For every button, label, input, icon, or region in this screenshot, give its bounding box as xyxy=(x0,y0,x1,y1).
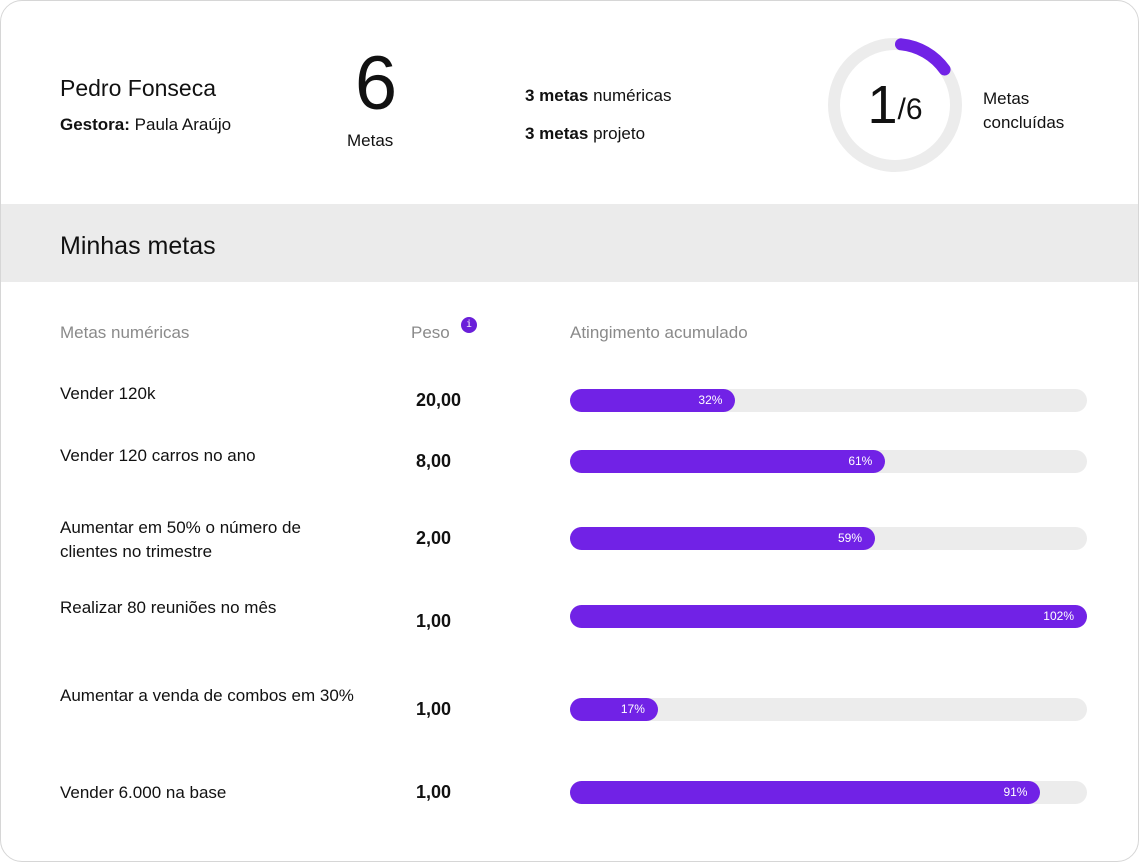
manager-name: Paula Araújo xyxy=(134,115,232,134)
progress-fill: 91% xyxy=(570,781,1041,804)
goal-name: Vender 120k xyxy=(60,384,156,403)
numeric-goals-summary: 3 metas numéricas xyxy=(525,86,671,106)
completion-count: 1/6 xyxy=(827,37,963,173)
completed-label: Metas concluídas xyxy=(983,89,1065,132)
completion-ring xyxy=(828,38,962,172)
progress-bar: 17% xyxy=(570,698,1087,721)
progress-fill: 102% xyxy=(570,605,1087,628)
progress-bar: 102% xyxy=(570,605,1087,628)
goal-weight: 1,00 xyxy=(416,611,452,631)
goal-weight: 2,00 xyxy=(416,528,452,548)
progress-fill: 32% xyxy=(570,389,736,412)
summary-type: projeto xyxy=(593,124,646,143)
goal-weight: 8,00 xyxy=(416,451,452,471)
section-title: Minhas metas xyxy=(60,232,216,260)
column-progress: Atingimento acumulado xyxy=(570,323,748,342)
goal-weight: 1,00 xyxy=(416,782,452,802)
progress-fill: 59% xyxy=(570,527,876,550)
manager-info: Gestora: Paula Araújo xyxy=(60,115,231,135)
manager-label: Gestora: xyxy=(60,115,130,134)
total-goals-count: 6 xyxy=(354,41,398,126)
goal-weight: 1,00 xyxy=(416,699,452,719)
goal-name: Vender 120 carros no ano xyxy=(60,446,256,465)
goal-name: Realizar 80 reuniões no mês xyxy=(60,598,277,617)
progress-fill: 61% xyxy=(570,450,886,473)
completion-arc xyxy=(828,38,962,172)
completed-total: /6 xyxy=(897,93,923,126)
info-icon[interactable]: i xyxy=(461,317,477,333)
summary-count: 3 metas xyxy=(525,86,589,105)
progress-bar: 59% xyxy=(570,527,1087,550)
column-goal: Metas numéricas xyxy=(60,323,190,342)
total-goals-label: Metas xyxy=(347,131,394,150)
progress-fill: 17% xyxy=(570,698,658,721)
progress-bar: 32% xyxy=(570,389,1087,412)
summary-type: numéricas xyxy=(593,86,672,105)
completed-number: 1 xyxy=(867,75,898,135)
goal-name: Vender 6.000 na base xyxy=(60,783,227,802)
progress-bar: 91% xyxy=(570,781,1087,804)
column-weight: Peso xyxy=(411,323,450,342)
summary-count: 3 metas xyxy=(525,124,589,143)
section-header: Minhas metas xyxy=(1,204,1138,282)
progress-bar: 61% xyxy=(570,450,1087,473)
employee-name: Pedro Fonseca xyxy=(60,75,216,101)
goal-name: Aumentar a venda de combos em 30% xyxy=(60,686,354,705)
project-goals-summary: 3 metas projeto xyxy=(525,124,645,144)
goal-name: Aumentar em 50% o número de clientes no … xyxy=(60,518,301,561)
goal-weight: 20,00 xyxy=(416,390,462,410)
